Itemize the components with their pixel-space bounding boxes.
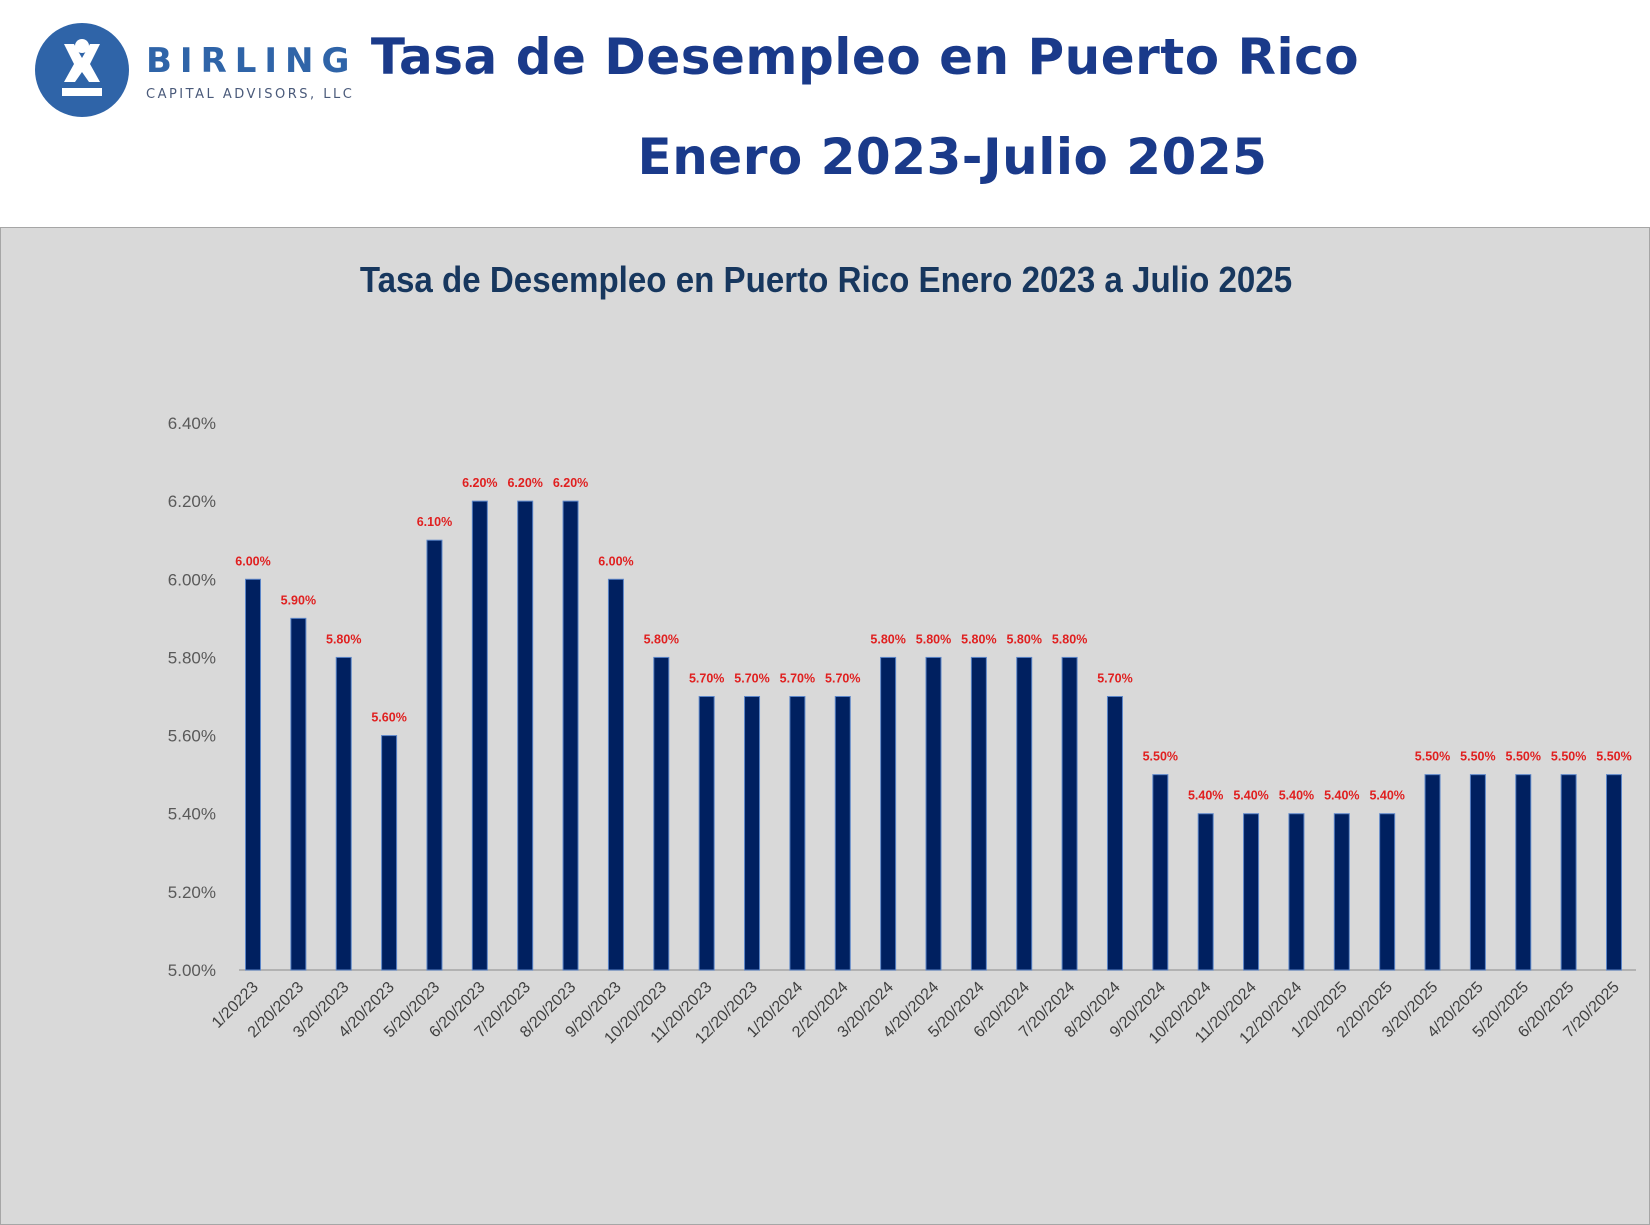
bar xyxy=(426,539,443,971)
y-tick-label: 5.40% xyxy=(168,805,216,824)
bar xyxy=(1424,774,1441,971)
data-label: 5.70% xyxy=(734,672,769,686)
bar xyxy=(880,656,897,971)
data-label: 5.40% xyxy=(1233,789,1268,803)
data-label: 5.80% xyxy=(1007,632,1042,646)
bar xyxy=(1333,813,1350,971)
bar xyxy=(562,500,579,971)
data-label: 5.40% xyxy=(1369,789,1404,803)
bar xyxy=(1606,774,1622,971)
data-label: 5.50% xyxy=(1143,750,1178,764)
y-tick-label: 6.00% xyxy=(168,570,216,589)
bar xyxy=(653,656,670,971)
bar xyxy=(970,656,987,971)
logo-text: BIRLING xyxy=(146,41,357,81)
bar xyxy=(517,500,534,971)
bar xyxy=(471,500,488,971)
bar xyxy=(1379,813,1396,971)
data-label: 5.50% xyxy=(1551,750,1586,764)
data-label: 5.70% xyxy=(780,672,815,686)
bar xyxy=(1243,813,1260,971)
y-tick-label: 5.60% xyxy=(168,727,216,746)
bar xyxy=(1560,774,1577,971)
bar xyxy=(925,656,942,971)
chart-panel: Tasa de Desempleo en Puerto Rico Enero 2… xyxy=(0,227,1650,1225)
bar xyxy=(698,696,715,971)
y-tick-label: 6.40% xyxy=(168,414,216,433)
data-label: 6.20% xyxy=(553,476,588,490)
bar xyxy=(789,696,806,971)
birling-logo: BIRLING CAPITAL ADVISORS, LLC xyxy=(35,23,357,117)
bar xyxy=(744,696,761,971)
data-label: 6.20% xyxy=(462,476,497,490)
data-label: 5.70% xyxy=(1097,672,1132,686)
bar xyxy=(381,735,398,971)
data-label: 6.00% xyxy=(598,554,633,568)
bar xyxy=(1061,656,1078,971)
data-label: 5.80% xyxy=(916,632,951,646)
data-label: 5.70% xyxy=(825,672,860,686)
data-label: 5.80% xyxy=(961,632,996,646)
data-label: 6.10% xyxy=(417,515,452,529)
data-label: 5.70% xyxy=(689,672,724,686)
bar xyxy=(245,578,261,971)
data-label: 6.00% xyxy=(235,554,270,568)
bar-chart: Tasa de Desempleo en Puerto Rico Enero 2… xyxy=(168,261,1636,1047)
bar xyxy=(1469,774,1486,971)
data-label: 5.80% xyxy=(326,632,361,646)
header: BIRLING CAPITAL ADVISORS, LLC Tasa de De… xyxy=(0,0,1650,226)
data-label: 5.80% xyxy=(1052,632,1087,646)
data-label: 5.50% xyxy=(1460,750,1495,764)
page-title: Tasa de Desempleo en Puerto Rico xyxy=(370,28,1360,86)
data-label: 5.80% xyxy=(644,632,679,646)
bar xyxy=(1288,813,1305,971)
bar xyxy=(290,617,307,971)
data-label: 5.40% xyxy=(1279,789,1314,803)
data-label: 5.50% xyxy=(1596,750,1631,764)
y-tick-label: 6.20% xyxy=(168,492,216,511)
bar xyxy=(1152,774,1169,971)
data-label: 5.50% xyxy=(1415,750,1450,764)
bar xyxy=(1016,656,1033,971)
data-label: 5.50% xyxy=(1506,750,1541,764)
y-tick-label: 5.20% xyxy=(168,883,216,902)
bar xyxy=(335,656,352,971)
data-label: 5.40% xyxy=(1188,789,1223,803)
y-tick-label: 5.00% xyxy=(168,961,216,980)
data-label: 5.90% xyxy=(281,593,316,607)
logo-subtext: CAPITAL ADVISORS, LLC xyxy=(146,87,354,102)
bar xyxy=(1515,774,1532,971)
chart-title: Tasa de Desempleo en Puerto Rico Enero 2… xyxy=(360,261,1292,301)
bar xyxy=(834,696,851,971)
bar xyxy=(1197,813,1214,971)
data-label: 5.40% xyxy=(1324,789,1359,803)
bar xyxy=(1106,696,1123,971)
page-subtitle: Enero 2023-Julio 2025 xyxy=(637,128,1268,186)
data-label: 6.20% xyxy=(507,476,542,490)
bar xyxy=(607,578,624,971)
data-label: 5.60% xyxy=(371,711,406,725)
y-tick-label: 5.80% xyxy=(168,648,216,667)
data-label: 5.80% xyxy=(870,632,905,646)
